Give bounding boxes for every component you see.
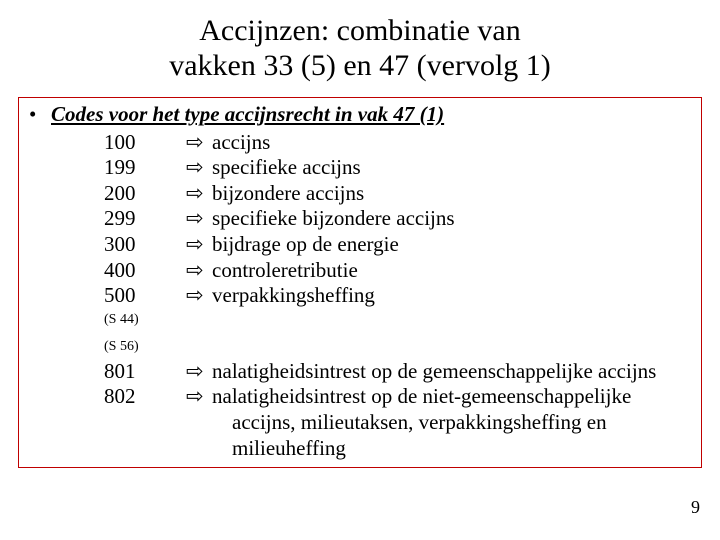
section-heading: Codes voor het type accijnsrecht in vak … (51, 102, 444, 128)
note-s44: (S 44) (29, 309, 691, 330)
code-value: 802 (104, 384, 186, 410)
arrow-icon: ⇨ (186, 384, 212, 410)
code-list-secondary: 801⇨nalatigheidsintrest op de gemeenscha… (29, 359, 691, 461)
code-value: 199 (104, 155, 186, 181)
arrow-icon: ⇨ (186, 130, 212, 156)
code-value: 299 (104, 206, 186, 232)
code-description: bijdrage op de energie (212, 232, 691, 258)
slide-number: 9 (691, 497, 700, 518)
code-row: 299⇨specifieke bijzondere accijns (104, 206, 691, 232)
slide-title: Accijnzen: combinatie van vakken 33 (5) … (0, 0, 720, 97)
note-s56: (S 56) (29, 336, 691, 357)
code-row: 802⇨nalatigheidsintrest op de niet-gemee… (104, 384, 691, 461)
title-line-1: Accijnzen: combinatie van (199, 14, 521, 47)
code-description: bijzondere accijns (212, 181, 691, 207)
content-box: • Codes voor het type accijnsrecht in va… (18, 97, 702, 468)
title-line-2: vakken 33 (5) en 47 (vervolg 1) (169, 49, 551, 82)
arrow-icon: ⇨ (186, 283, 212, 309)
code-row: 300⇨bijdrage op de energie (104, 232, 691, 258)
code-value: 300 (104, 232, 186, 258)
code-description: nalatigheidsintrest op de gemeenschappel… (212, 359, 691, 385)
code-value: 801 (104, 359, 186, 385)
arrow-icon: ⇨ (186, 359, 212, 385)
code-list-primary: 100⇨accijns199⇨specifieke accijns200⇨bij… (29, 130, 691, 309)
code-description: nalatigheidsintrest op de niet-gemeensch… (212, 384, 691, 461)
code-description: specifieke accijns (212, 155, 691, 181)
code-row: 801⇨nalatigheidsintrest op de gemeenscha… (104, 359, 691, 385)
code-description: accijns (212, 130, 691, 156)
code-row: 400⇨controleretributie (104, 258, 691, 284)
arrow-icon: ⇨ (186, 155, 212, 181)
code-value: 200 (104, 181, 186, 207)
code-value: 400 (104, 258, 186, 284)
arrow-icon: ⇨ (186, 206, 212, 232)
arrow-icon: ⇨ (186, 258, 212, 284)
code-description: specifieke bijzondere accijns (212, 206, 691, 232)
code-value: 500 (104, 283, 186, 309)
section-row: • Codes voor het type accijnsrecht in va… (29, 102, 691, 128)
code-row: 200⇨bijzondere accijns (104, 181, 691, 207)
code-description: verpakkingsheffing (212, 283, 691, 309)
arrow-icon: ⇨ (186, 181, 212, 207)
arrow-icon: ⇨ (186, 232, 212, 258)
code-row: 199⇨specifieke accijns (104, 155, 691, 181)
code-description: controleretributie (212, 258, 691, 284)
code-row: 500⇨verpakkingsheffing (104, 283, 691, 309)
bullet-icon: • (29, 102, 51, 128)
code-row: 100⇨accijns (104, 130, 691, 156)
code-value: 100 (104, 130, 186, 156)
